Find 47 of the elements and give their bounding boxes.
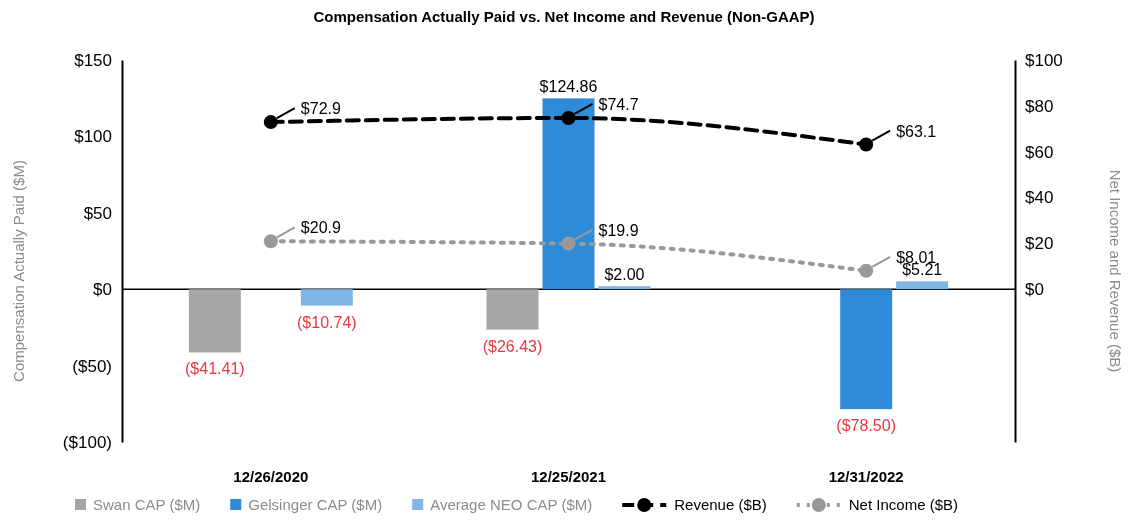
y-tick-label: $100 [74,127,112,147]
data-label: ($78.50) [836,417,896,435]
bar [300,289,353,306]
data-label: ($10.74) [297,313,357,331]
y-axis-title: Compensation Actually Paid ($M) [10,160,27,382]
y2-tick-label: $60 [1025,142,1054,162]
y-tick-label: $0 [93,280,112,300]
point [561,236,576,251]
chart-title: Compensation Actually Paid vs. Net Income and Revenue (Non-GAAP) [313,8,815,25]
legend-label: Average NEO CAP ($M) [430,496,593,513]
data-label: $20.9 [300,219,341,237]
point [859,263,874,278]
point [561,110,576,125]
y2-tick-label: $20 [1025,234,1054,254]
x-tick-label: 12/25/2021 [530,467,607,485]
x-tick-label: 12/31/2022 [828,467,904,485]
data-label: ($26.43) [482,337,543,355]
y2-tick-label: $80 [1025,96,1054,116]
y-tick-label: $150 [74,50,112,70]
bar [598,286,651,290]
point [263,234,278,249]
point [263,115,278,130]
y-tick-label: ($50) [72,356,112,376]
y2-tick-label: $40 [1025,188,1054,208]
legend-label: Gelsinger CAP ($M) [248,496,383,513]
data-label: $63.1 [896,122,937,140]
bar [840,289,893,410]
legend-label: Swan CAP ($M) [93,496,201,513]
legend-label: Net Income ($B) [848,496,958,513]
data-label: $2.00 [604,266,645,284]
bar [486,289,539,330]
y-tick-label: ($100) [62,432,112,452]
y2-tick-label: $0 [1025,280,1044,300]
bar [188,289,241,353]
bar [896,281,949,290]
data-label: $124.86 [539,78,598,96]
y-tick-label: $50 [83,203,112,223]
data-label: $74.7 [598,95,639,113]
y2-tick-label: $100 [1025,50,1063,70]
bar [542,98,595,290]
data-label: $19.9 [598,221,639,239]
y2-axis-title: Net Income and Revenue ($B) [1107,169,1124,373]
data-label: ($41.41) [185,360,245,378]
point [859,137,874,152]
legend-label: Revenue ($B) [674,496,767,513]
data-label: $72.9 [300,100,341,118]
x-tick-label: 12/26/2020 [233,467,309,485]
